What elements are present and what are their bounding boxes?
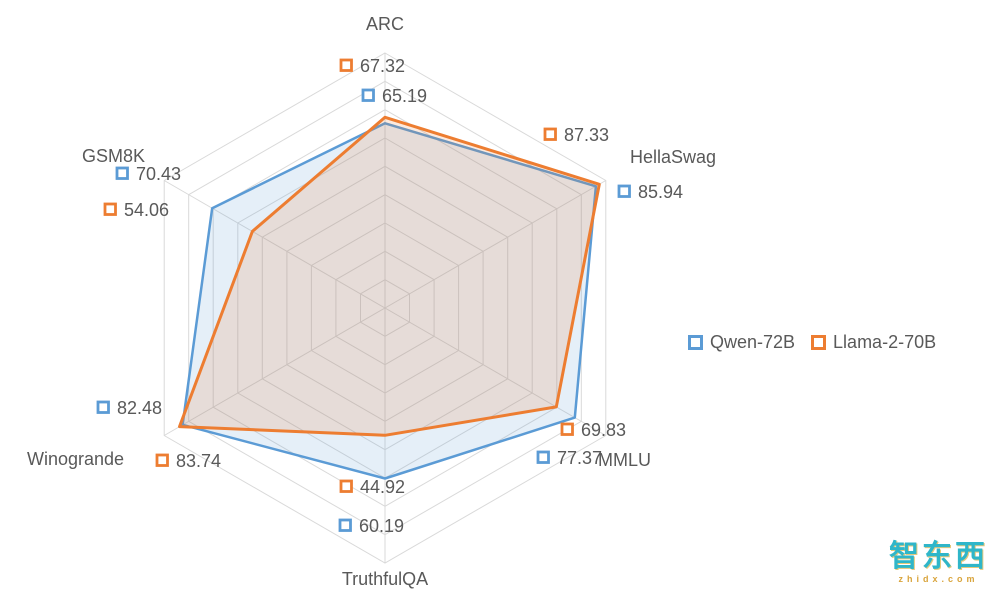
data-label-marker-llama-2-70b-truthfulqa <box>339 479 353 493</box>
data-label-marker-llama-2-70b-arc <box>339 58 353 72</box>
axis-line <box>384 307 607 436</box>
axis-label-truthfulqa: TruthfulQA <box>342 569 428 589</box>
legend-marker-llama-2-70b <box>811 335 827 350</box>
legend-label-qwen-72b: Qwen-72B <box>710 332 796 352</box>
data-label-qwen-72b-truthfulqa: 60.19 <box>359 516 404 536</box>
legend-item-llama-2-70b: Llama-2-70B <box>811 332 936 353</box>
data-label-llama-2-70b-gsm8k: 54.06 <box>124 200 169 220</box>
data-label-llama-2-70b-mmlu: 69.83 <box>581 420 626 440</box>
axis-label-mmlu: MMLU <box>598 450 651 470</box>
data-label-marker-llama-2-70b-winogrande <box>155 453 169 467</box>
data-label-llama-2-70b-arc: 67.32 <box>360 56 405 76</box>
data-label-marker-qwen-72b-truthfulqa <box>338 518 352 532</box>
axis-line <box>384 180 607 309</box>
data-label-qwen-72b-hellaswag: 85.94 <box>638 182 683 202</box>
chart-legend: Qwen-72B Llama-2-70B <box>688 332 936 353</box>
axis-line <box>163 180 386 309</box>
watermark-logo: 智东西 zhidx.com <box>889 542 988 584</box>
axis-label-hellaswag: HellaSwag <box>630 147 716 167</box>
data-label-marker-llama-2-70b-hellaswag <box>543 127 557 141</box>
series-polygon-qwen-72b <box>181 122 598 480</box>
data-label-llama-2-70b-hellaswag: 87.33 <box>564 125 609 145</box>
axis-line <box>163 307 386 436</box>
data-label-llama-2-70b-winogrande: 83.74 <box>176 451 221 471</box>
data-label-llama-2-70b-truthfulqa: 44.92 <box>360 477 405 497</box>
axis-label-arc: ARC <box>366 14 404 34</box>
watermark-subtext: zhidx.com <box>898 574 979 584</box>
legend-marker-qwen-72b <box>688 335 703 350</box>
legend-label-llama-2-70b: Llama-2-70B <box>833 332 937 352</box>
watermark-text: 智东西 <box>889 540 988 573</box>
data-label-marker-qwen-72b-winogrande <box>96 400 110 414</box>
legend-item-qwen-72b: Qwen-72B <box>688 332 795 353</box>
axis-label-gsm8k: GSM8K <box>82 146 145 166</box>
data-label-qwen-72b-gsm8k: 70.43 <box>136 164 181 184</box>
data-label-marker-qwen-72b-gsm8k <box>115 166 129 180</box>
data-label-marker-llama-2-70b-mmlu <box>560 422 574 436</box>
data-label-qwen-72b-mmlu: 77.37 <box>557 448 602 468</box>
axis-label-winogrande: Winogrande <box>27 449 124 469</box>
data-label-marker-qwen-72b-hellaswag <box>617 184 631 198</box>
data-label-qwen-72b-winogrande: 82.48 <box>117 398 162 418</box>
data-label-marker-qwen-72b-arc <box>361 88 375 102</box>
data-label-qwen-72b-arc: 65.19 <box>382 86 427 106</box>
series-polygon-llama-2-70b <box>178 115 601 437</box>
data-label-marker-qwen-72b-mmlu <box>536 450 550 464</box>
data-label-marker-llama-2-70b-gsm8k <box>103 202 117 216</box>
